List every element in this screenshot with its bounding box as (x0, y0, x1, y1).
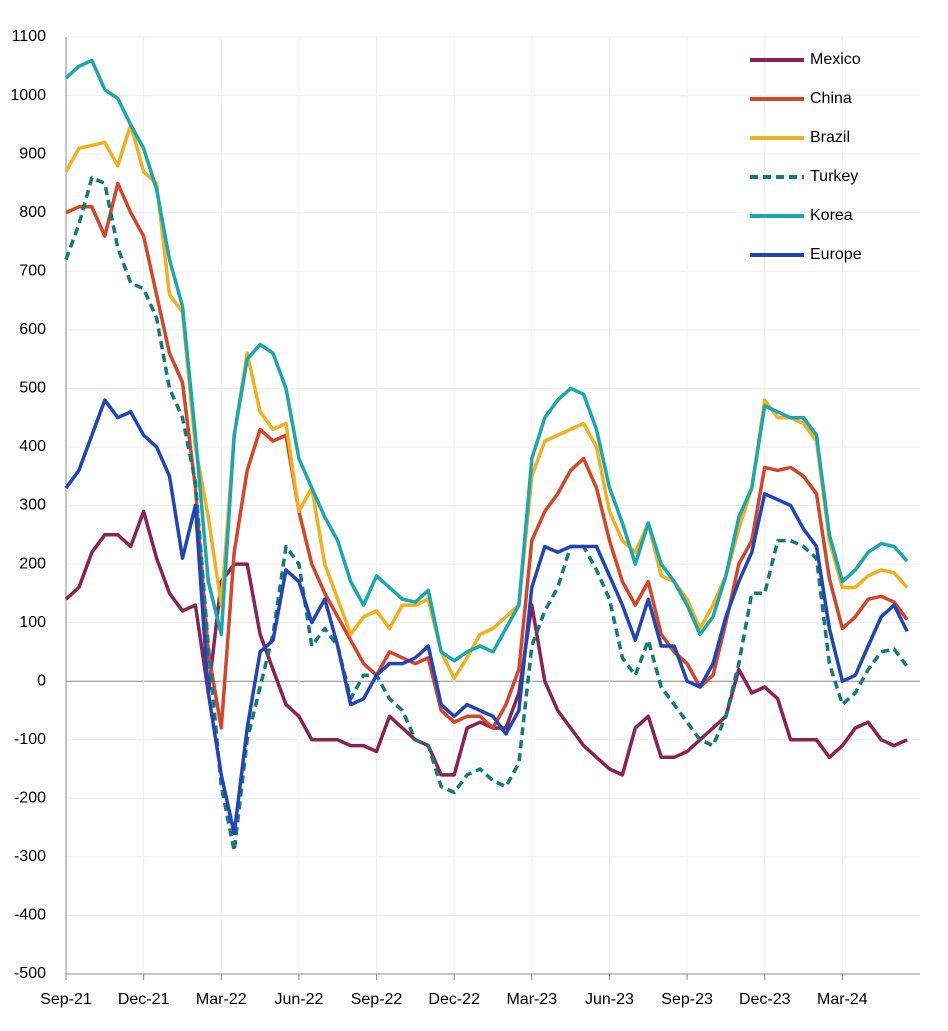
x-tick-label: Sep-22 (351, 991, 403, 1008)
legend-label: Europe (810, 246, 862, 263)
series-line (64, 398, 909, 836)
x-tick-label: Sep-23 (661, 991, 713, 1008)
y-tick-label: 1100 (12, 28, 47, 45)
legend-label: Mexico (810, 51, 861, 68)
x-tick-label: Mar-23 (506, 991, 557, 1008)
x-tick-label: Dec-21 (118, 991, 170, 1008)
series-line (64, 58, 909, 663)
y-tick-label: 100 (19, 614, 46, 631)
y-tick-label: 800 (19, 204, 46, 221)
series-line (64, 123, 909, 681)
y-tick-label: 1000 (10, 87, 46, 104)
y-tick-label: 700 (19, 262, 46, 279)
y-tick-label: 400 (19, 438, 46, 455)
y-tick-label: -500 (14, 965, 46, 982)
y-tick-label: -400 (14, 907, 46, 924)
x-tick-label: Mar-24 (817, 991, 868, 1008)
legend-label: China (810, 90, 852, 107)
y-tick-label: 600 (19, 321, 46, 338)
x-tick-label: Jun-22 (274, 991, 323, 1008)
y-tick-label: -200 (14, 790, 46, 807)
y-tick-label: 0 (37, 672, 46, 689)
x-tick-label: Jun-23 (585, 991, 634, 1008)
y-tick-label: 900 (19, 145, 46, 162)
y-tick-label: 500 (19, 380, 46, 397)
y-tick-label: -100 (14, 731, 46, 748)
series-line (64, 175, 909, 853)
y-tick-label: -300 (14, 848, 46, 865)
legend-label: Turkey (810, 168, 858, 185)
legend-label: Korea (810, 207, 853, 224)
x-tick-label: Dec-22 (428, 991, 480, 1008)
series-line (64, 509, 908, 777)
x-tick-label: Mar-22 (196, 991, 247, 1008)
series-line (65, 181, 909, 730)
y-tick-label: 300 (19, 497, 46, 514)
legend-label: Brazil (810, 129, 850, 146)
x-tick-label: Dec-23 (739, 991, 791, 1008)
y-tick-label: 200 (19, 555, 46, 572)
x-tick-label: Sep-21 (40, 991, 92, 1008)
